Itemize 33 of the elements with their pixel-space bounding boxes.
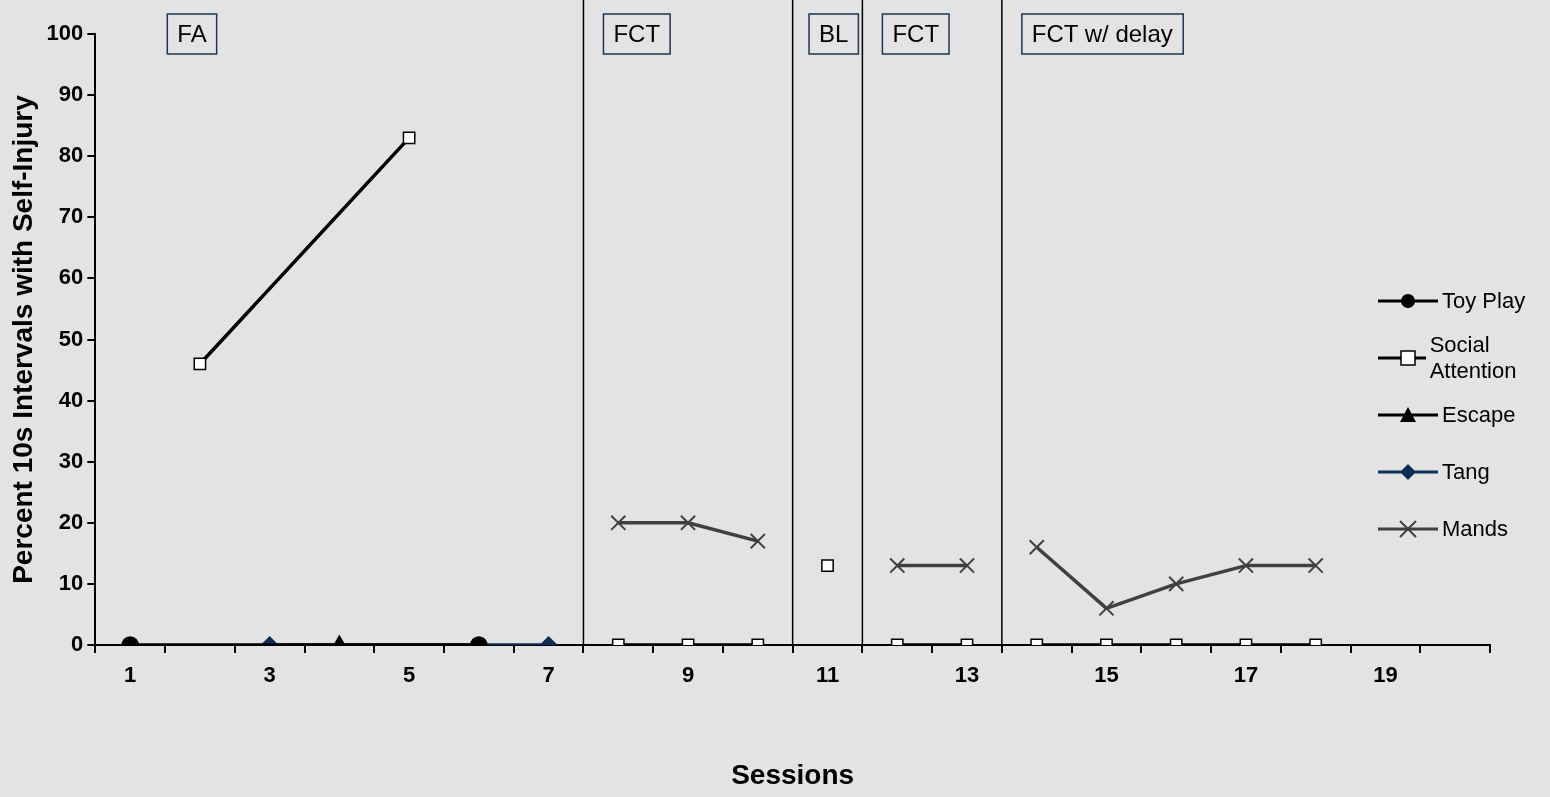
x-tick-label: 11: [815, 662, 840, 688]
legend-label: Tang: [1442, 458, 1490, 485]
y-tick-label: 60: [58, 264, 84, 290]
legend-label: Escape: [1442, 401, 1516, 428]
x-tick-label: 13: [954, 662, 980, 688]
annotation: FCT: [892, 19, 940, 47]
x-tick-label: 3: [263, 662, 276, 688]
x-tick-label: 17: [1233, 662, 1259, 688]
legend-label: Mands: [1442, 515, 1509, 542]
y-tick-label: 30: [58, 447, 84, 473]
y-axis-title: Percent 10s Intervals with Self-Injury: [6, 94, 38, 584]
y-tick-label: 100: [46, 20, 84, 46]
legend-label: Social Attention: [1429, 331, 1518, 384]
y-tick-label: 0: [71, 631, 84, 657]
x-tick-label: 15: [1094, 662, 1119, 688]
annotation: BL: [819, 19, 849, 47]
y-tick-label: 50: [58, 325, 84, 351]
y-tick-label: 20: [58, 508, 84, 534]
y-tick-label: 70: [58, 203, 84, 229]
x-tick-label: 5: [402, 662, 416, 688]
x-tick-label: 1: [124, 662, 137, 688]
y-tick-label: 80: [58, 142, 84, 168]
annotation: FA: [177, 19, 207, 47]
annotation: FCT: [613, 19, 661, 47]
x-tick-label: 19: [1373, 662, 1398, 688]
y-tick-label: 40: [58, 386, 84, 412]
y-tick-label: 90: [58, 81, 84, 107]
x-tick-label: 9: [681, 662, 695, 688]
x-tick-label: 7: [542, 662, 555, 688]
annotation: FCT w/ delay: [1031, 19, 1173, 47]
y-tick-label: 10: [58, 569, 84, 595]
x-axis-title: Sessions: [731, 758, 855, 790]
legend-label: Toy Play: [1442, 287, 1526, 314]
